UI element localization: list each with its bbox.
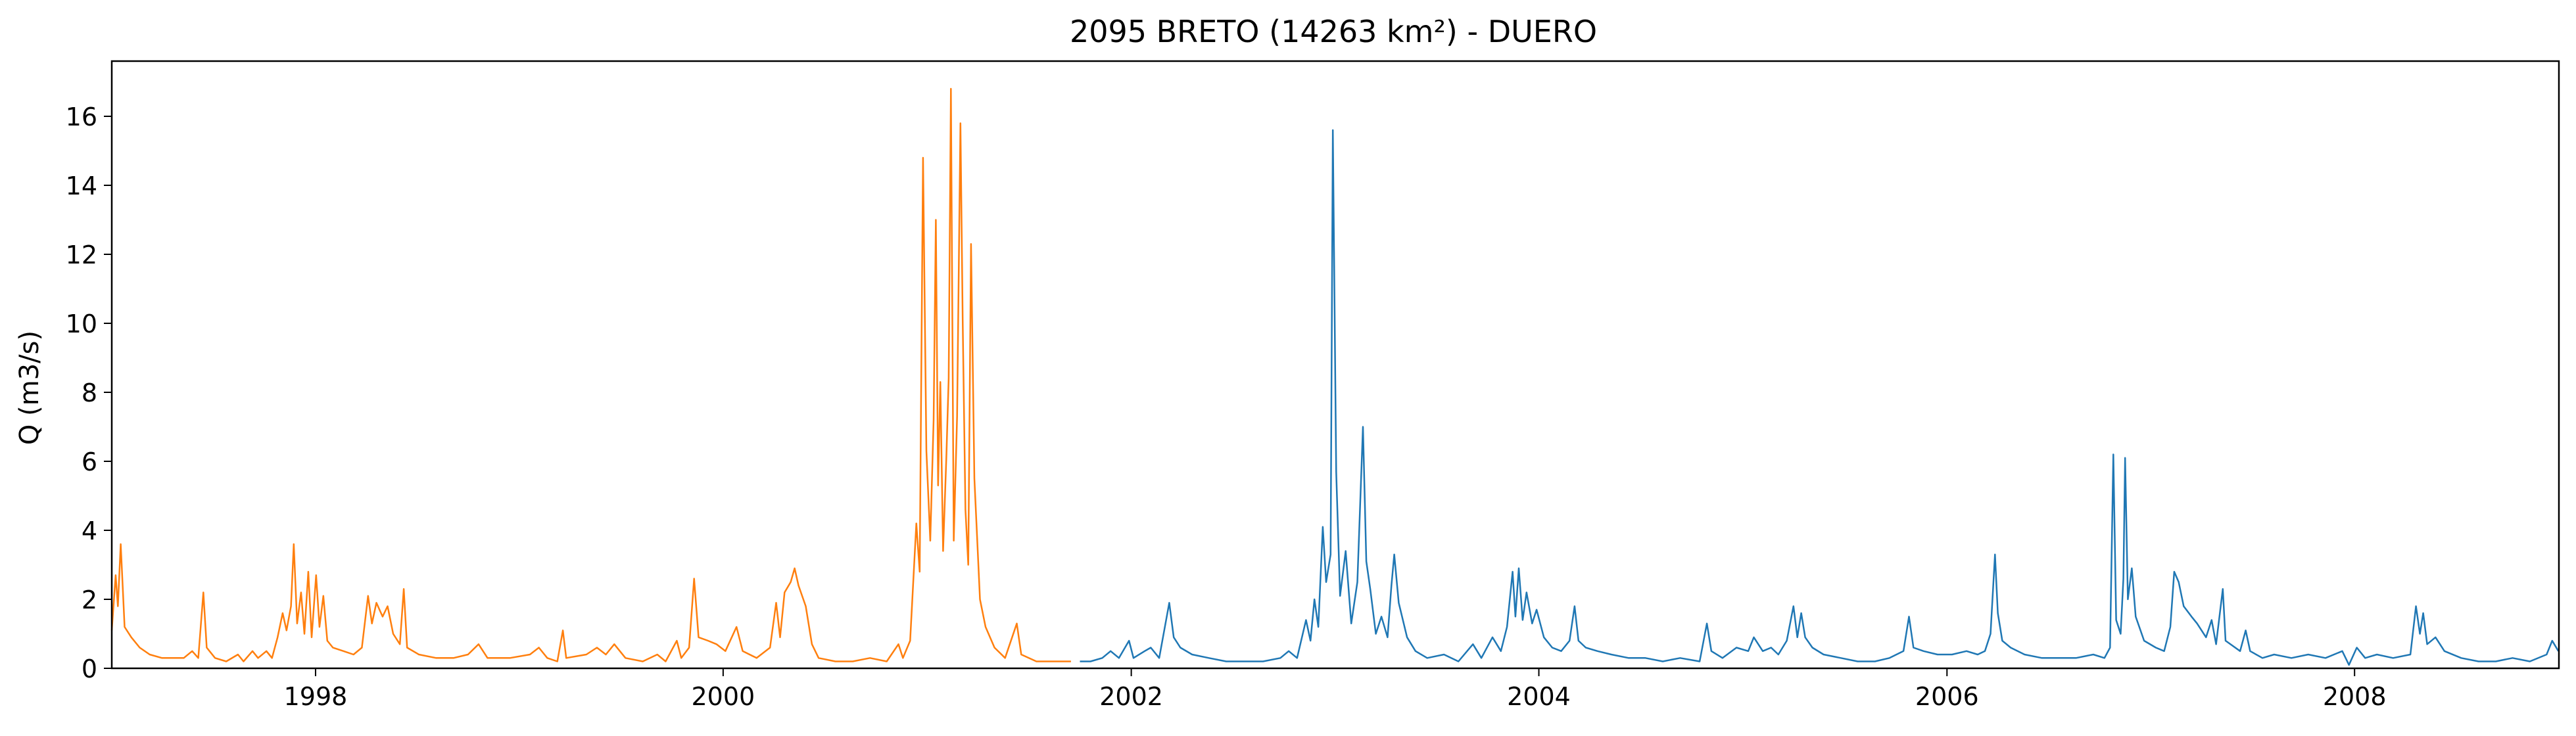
series-line-0 — [110, 87, 1071, 662]
chart-title: 2095 BRETO (14263 km²) - DUERO — [1070, 14, 1597, 49]
series-layer — [110, 87, 2560, 666]
x-tick-label: 2000 — [692, 682, 755, 711]
y-axis-label: Q (m3/s) — [14, 331, 45, 445]
x-tick-label: 2002 — [1099, 682, 1163, 711]
y-tick-label: 4 — [82, 517, 97, 545]
y-tick-label: 0 — [82, 655, 97, 683]
y-tick-label: 16 — [66, 103, 97, 131]
y-tick-label: 2 — [82, 586, 97, 614]
y-tick-label: 10 — [66, 310, 97, 338]
y-tick-label: 8 — [82, 379, 97, 407]
y-tick-label: 14 — [66, 172, 97, 200]
axis-layer: 0 2 4 6 8 10 12 14 16 1998 2000 2002 2004 2006 2008 — [66, 103, 2387, 711]
y-tick-label: 6 — [82, 448, 97, 476]
series-line-1 — [1080, 129, 2560, 666]
x-tick-label: 1998 — [284, 682, 348, 711]
x-tick-label: 2008 — [2323, 682, 2387, 711]
plot-frame — [110, 60, 2560, 670]
y-tick-label: 12 — [66, 241, 97, 269]
x-tick-label: 2006 — [1915, 682, 1979, 711]
x-tick-label: 2004 — [1507, 682, 1571, 711]
